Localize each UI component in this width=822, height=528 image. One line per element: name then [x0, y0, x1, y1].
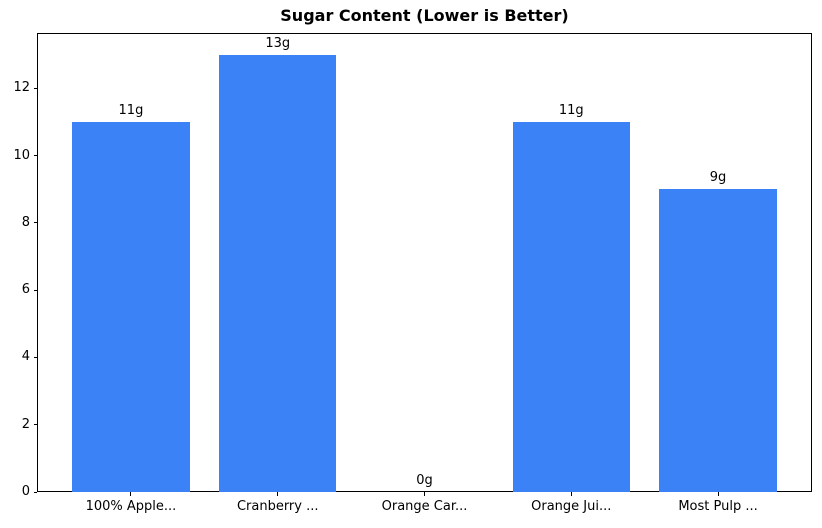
x-tick-mark: [717, 492, 719, 496]
bar-value-label: 11g: [118, 103, 144, 119]
bar-value-label: 0g: [416, 473, 433, 488]
x-tick-mark: [130, 492, 132, 496]
bar: [72, 122, 190, 492]
y-tick-mark: [33, 87, 37, 89]
y-tick-mark: [33, 155, 37, 157]
y-tick-label: 2: [21, 416, 30, 432]
y-tick-mark: [33, 289, 37, 291]
y-tick-mark: [33, 424, 37, 426]
y-tick-mark: [33, 491, 37, 493]
y-tick-mark: [33, 356, 37, 358]
chart-title: Sugar Content (Lower is Better): [280, 6, 569, 25]
x-tick-mark: [277, 492, 279, 496]
bar-value-label: 11g: [558, 103, 584, 119]
x-tick-label: 100% Apple...: [85, 499, 177, 514]
y-tick-label: 10: [13, 147, 30, 163]
y-tick-label: 8: [21, 214, 30, 230]
bar-value-label: 13g: [265, 35, 291, 51]
x-tick-label: Orange Car...: [381, 499, 468, 514]
x-tick-label: Cranberry ...: [236, 499, 319, 514]
x-tick-mark: [424, 492, 425, 496]
y-tick-label: 12: [13, 80, 30, 96]
bar: [219, 54, 337, 492]
bar: [512, 122, 630, 492]
bar-value-label: 9g: [709, 170, 727, 186]
x-tick-mark: [570, 492, 572, 496]
x-tick-label: Most Pulp ...: [678, 499, 758, 514]
y-tick-label: 4: [21, 349, 30, 365]
y-tick-label: 0: [21, 484, 30, 499]
bar: [659, 189, 777, 492]
y-tick-mark: [33, 222, 37, 224]
x-tick-label: Orange Jui...: [531, 499, 612, 514]
y-tick-label: 6: [21, 282, 30, 298]
